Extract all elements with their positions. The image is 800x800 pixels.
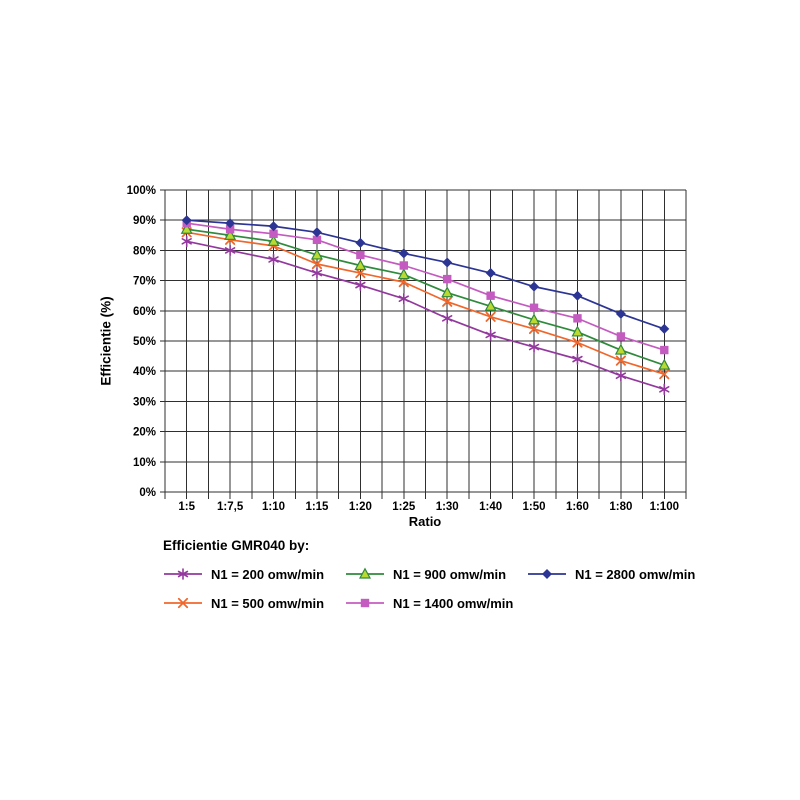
y-tick-label: 10%	[133, 457, 156, 469]
legend: Efficientie GMR040 by: N1 = 200 omw/min N…	[163, 538, 723, 612]
series-n1-900-omw-min	[180, 222, 671, 370]
legend-item-label: N1 = 200 omw/min	[211, 566, 325, 582]
square-marker-icon	[346, 598, 384, 608]
y-tick-label: 30%	[133, 396, 156, 408]
y-tick-labels: 0% 10% 20% 30% 40% 50% 60% 70% 80% 90% 100%	[127, 185, 156, 499]
y-tick-label: 40%	[133, 366, 156, 378]
x-tick-label: 1:20	[349, 501, 372, 513]
series-line	[186, 228, 665, 366]
triangle-marker-icon	[346, 567, 384, 579]
legend-item-n1-900-omw-min: N1 = 900 omw/min	[345, 565, 527, 583]
x-tick-label: 1:30	[436, 501, 459, 513]
horizontal-gridlines	[165, 189, 686, 493]
legend-item-n1-1400-omw-min: N1 = 1400 omw/min	[345, 594, 527, 612]
y-tick-label: 20%	[133, 427, 156, 439]
x-tick-label: 1:15	[305, 501, 329, 513]
series-n1-1400-omw-min	[182, 219, 669, 355]
y-axis-ticks	[160, 189, 165, 493]
legend-item-label: N1 = 500 omw/min	[211, 595, 325, 611]
y-axis-title: Efficientie (%)	[98, 296, 114, 386]
asterisk-marker-icon	[164, 568, 202, 580]
legend-items: N1 = 200 omw/min N1 = 500 omw/min N1 = 900…	[163, 565, 723, 612]
legend-column: N1 = 2800 omw/min	[527, 565, 709, 612]
x-tick-label: 1:50	[523, 501, 546, 513]
x-axis-title: Ratio	[408, 514, 442, 529]
legend-item-label: N1 = 900 omw/min	[393, 566, 507, 582]
y-tick-label: 100%	[127, 185, 156, 197]
x-tick-label: 1:60	[566, 501, 589, 513]
legend-column: N1 = 200 omw/min N1 = 500 omw/min	[163, 565, 345, 612]
series-line	[186, 219, 665, 330]
x-tick-labels: 1:5 1:7,5 1:10 1:15 1:20 1:25 1:30 1:40 1:50 1:60…	[178, 501, 679, 513]
diamond-marker-icon	[528, 569, 566, 579]
legend-column: N1 = 900 omw/min N1 = 1400 omw/min	[345, 565, 527, 612]
x-axis-ticks	[164, 492, 687, 499]
legend-item-label: N1 = 1400 omw/min	[393, 595, 514, 611]
y-tick-label: 90%	[133, 215, 156, 227]
series-line	[186, 231, 665, 376]
series-line	[186, 222, 665, 351]
legend-item-n1-200-omw-min: N1 = 200 omw/min	[163, 565, 345, 583]
x-tick-label: 1:7,5	[217, 501, 244, 513]
y-tick-label: 60%	[133, 306, 156, 318]
y-tick-label: 0%	[139, 487, 156, 499]
series-n1-2800-omw-min	[181, 215, 670, 334]
x-tick-label: 1:5	[178, 501, 195, 513]
series-line	[186, 240, 665, 391]
x-tick-label: 1:25	[392, 501, 416, 513]
y-tick-label: 80%	[133, 245, 156, 257]
series-n1-200-omw-min	[181, 235, 670, 396]
x-tick-label: 1:80	[609, 501, 632, 513]
x-marker-icon	[164, 597, 202, 609]
x-tick-label: 1:100	[650, 501, 679, 513]
legend-item-n1-500-omw-min: N1 = 500 omw/min	[163, 594, 345, 612]
x-tick-label: 1:40	[479, 501, 502, 513]
series-n1-500-omw-min	[181, 227, 670, 380]
y-tick-label: 50%	[133, 336, 156, 348]
legend-item-label: N1 = 2800 omw/min	[575, 566, 696, 582]
legend-item-n1-2800-omw-min: N1 = 2800 omw/min	[527, 565, 709, 583]
legend-title: Efficientie GMR040 by:	[163, 538, 310, 553]
y-tick-label: 70%	[133, 276, 156, 288]
x-tick-label: 1:10	[262, 501, 285, 513]
